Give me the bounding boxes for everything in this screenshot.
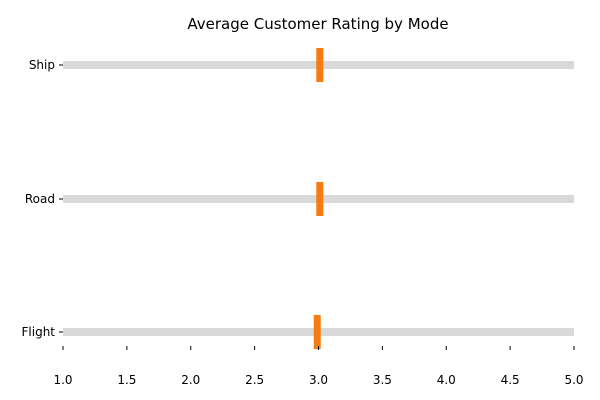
y-axis: Ship Road Flight	[22, 58, 63, 339]
x-tick-label-3-0: 3.0	[309, 373, 328, 387]
y-tick-label-flight: Flight	[22, 325, 56, 339]
x-tick-label-3-5: 3.5	[373, 373, 392, 387]
x-axis: 1.0 1.5 2.0 2.5 3.0 3.5 4.0 4.5 5.0	[53, 346, 584, 387]
marker-ship	[316, 48, 324, 82]
y-tick-label-ship: Ship	[29, 58, 55, 72]
marker-road	[316, 182, 324, 216]
x-tick-label-2-0: 2.0	[181, 373, 200, 387]
chart-title: Average Customer Rating by Mode	[187, 15, 448, 33]
x-tick-label-4-5: 4.5	[501, 373, 520, 387]
x-tick-label-5-0: 5.0	[564, 373, 583, 387]
x-tick-label-4-0: 4.0	[437, 373, 456, 387]
marker-flight	[313, 315, 321, 349]
x-tick-label-2-5: 2.5	[245, 373, 264, 387]
x-tick-label-1-0: 1.0	[53, 373, 72, 387]
y-tick-label-road: Road	[25, 192, 55, 206]
x-tick-label-1-5: 1.5	[117, 373, 136, 387]
marker-layer	[313, 48, 324, 349]
